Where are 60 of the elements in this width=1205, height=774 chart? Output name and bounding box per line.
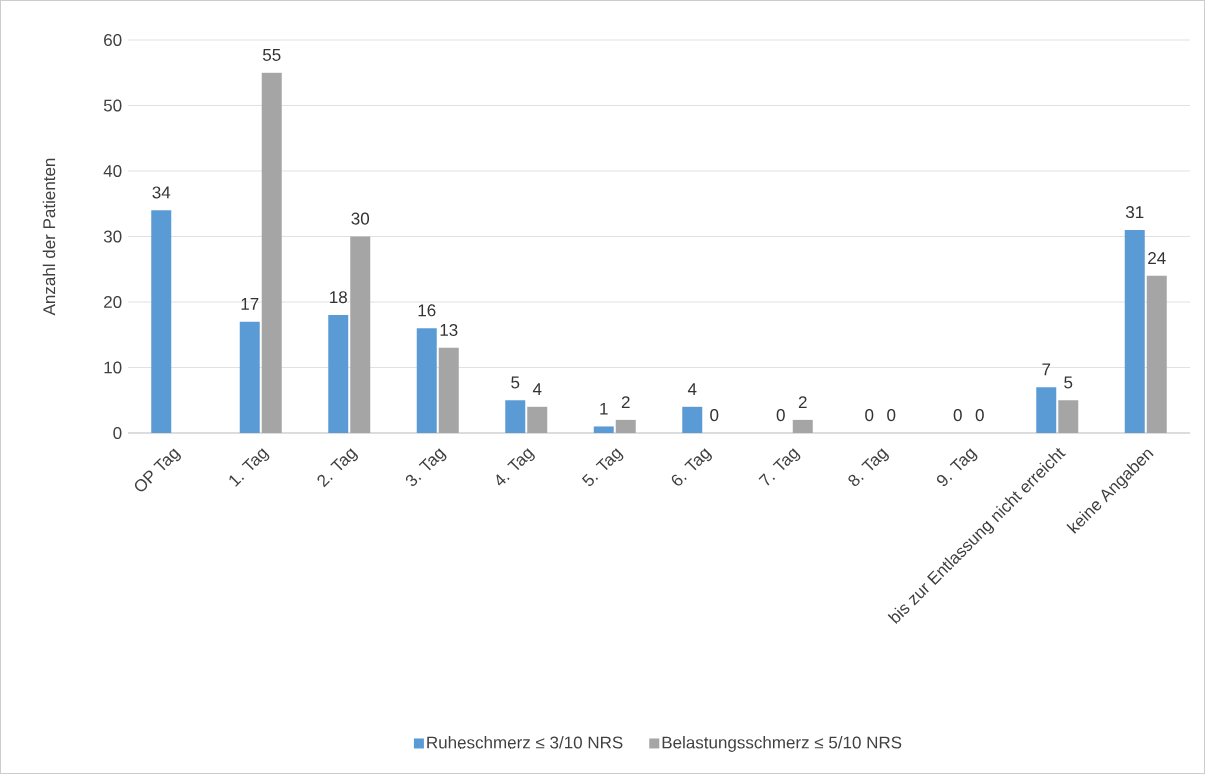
x-tick-label: OP Tag bbox=[134, 448, 181, 492]
bar bbox=[527, 406, 548, 433]
data-label: 7 bbox=[1042, 363, 1051, 376]
y-axis-title: Anzahl der Patienten bbox=[42, 158, 56, 316]
bar bbox=[350, 236, 371, 433]
data-label: 4 bbox=[687, 383, 697, 395]
data-label: 4 bbox=[532, 383, 542, 395]
x-tick-label: 3. Tag bbox=[405, 448, 447, 487]
bar bbox=[1036, 387, 1057, 433]
bar bbox=[261, 72, 282, 433]
data-label: 0 bbox=[953, 409, 962, 422]
y-tick-label: 10 bbox=[104, 361, 122, 374]
data-label: 34 bbox=[152, 186, 171, 199]
x-tick-label: 6. Tag bbox=[671, 448, 713, 486]
x-tick-label: 7. Tag bbox=[758, 448, 801, 486]
x-tick-label: 4. Tag bbox=[496, 448, 535, 486]
legend-label: Ruheschmerz ≤ 3/10 NRS bbox=[427, 736, 623, 749]
data-label: 0 bbox=[776, 409, 785, 422]
data-label: 30 bbox=[351, 212, 370, 225]
y-tick-label: 50 bbox=[103, 99, 122, 112]
bar bbox=[328, 315, 349, 433]
x-tick-label: 2. Tag bbox=[317, 448, 358, 488]
data-label: 0 bbox=[710, 409, 719, 422]
bar bbox=[151, 210, 172, 433]
bar bbox=[792, 419, 813, 433]
data-label: 1 bbox=[600, 402, 608, 415]
x-tick-label: 5. Tag bbox=[581, 448, 624, 486]
data-label: 2 bbox=[621, 396, 630, 409]
data-label: 2 bbox=[798, 396, 807, 409]
x-tick-label: 8. Tag bbox=[848, 448, 890, 487]
legend-label: Belastungsschmerz ≤ 5/10 NRS bbox=[662, 736, 902, 752]
y-tick-label: 20 bbox=[104, 295, 122, 309]
y-tick-label: 0 bbox=[113, 426, 122, 440]
y-tick-label: 40 bbox=[103, 164, 122, 178]
bar bbox=[505, 400, 526, 433]
data-label: 5 bbox=[1064, 376, 1073, 389]
bar bbox=[593, 426, 614, 433]
y-tick-label: 30 bbox=[103, 230, 122, 243]
data-label: 0 bbox=[887, 409, 896, 422]
data-label: 0 bbox=[865, 409, 874, 422]
data-label: 0 bbox=[975, 409, 984, 422]
bar bbox=[682, 406, 703, 433]
data-label: 17 bbox=[241, 298, 259, 310]
bar bbox=[239, 321, 260, 433]
bar bbox=[1058, 400, 1079, 433]
bar bbox=[416, 328, 437, 433]
bar bbox=[438, 347, 459, 433]
data-label: 16 bbox=[418, 304, 436, 317]
data-label: 18 bbox=[330, 291, 347, 304]
data-label: 5 bbox=[511, 376, 520, 389]
x-tick-label: 9. Tag bbox=[936, 448, 978, 486]
data-label: 24 bbox=[1148, 252, 1166, 264]
data-label: 55 bbox=[262, 49, 281, 61]
bar bbox=[1124, 229, 1145, 433]
x-tick-label: 1. Tag bbox=[229, 448, 270, 487]
data-label: 31 bbox=[1125, 206, 1144, 219]
data-label: 13 bbox=[440, 323, 458, 336]
bar bbox=[615, 419, 636, 433]
bar bbox=[1146, 275, 1167, 433]
y-tick-label: 60 bbox=[104, 33, 122, 47]
